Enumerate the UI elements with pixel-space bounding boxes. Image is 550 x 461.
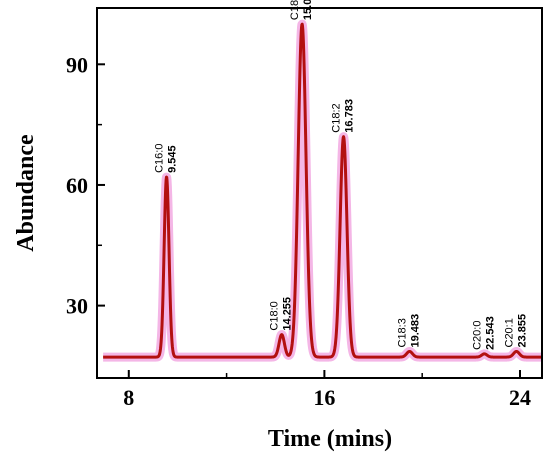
peak-label-group: C20:0 22.543 [471,316,496,350]
peak-retention-time: 23.855 [516,314,528,348]
peak-retention-time: 16.783 [344,99,356,133]
peak-label-group: C16:0 9.545 [154,144,179,173]
peak-compound-label: C18:0 [269,301,281,330]
y-tick-label: 30 [66,294,88,319]
peak-retention-time: 19.483 [410,314,422,348]
peak-labels-layer: C16:0 9.545 C18:0 14.255 C18:1 15.088 C18:2 16.… [154,0,529,350]
peak-apex-point [300,22,304,26]
peak-apex-point [280,333,283,336]
peak-retention-time: 9.545 [167,145,179,173]
axes-layer [96,7,543,379]
plot-frame [96,7,543,379]
peak-compound-label: C18:1 [289,0,301,20]
peak-compound-label: C20:1 [503,318,515,347]
peak-retention-time: 22.543 [484,316,496,350]
ticks-layer: 8 16 24 30 60 90 [66,52,531,410]
peak-compound-label: C20:0 [471,321,483,350]
peak-apex-point [483,352,486,356]
peak-compound-label: C16:0 [154,144,166,173]
peak-label-group: C18:3 19.483 [397,314,422,348]
y-axis-title: Abundance [13,134,39,252]
peak-compound-label: C18:3 [397,318,409,347]
peak-retention-time: 15.088 [302,0,314,20]
peak-apex-point [342,135,345,138]
peak-label-group: C18:2 16.783 [331,99,356,133]
trace-layer [98,19,547,362]
x-tick-label: 24 [509,385,531,410]
x-tick-label: 16 [313,385,335,410]
x-tick-label: 8 [123,385,134,410]
peak-compound-label: C18:2 [331,103,343,132]
y-tick-label: 90 [66,52,88,77]
peak-apex-point [515,350,518,353]
y-tick-label: 60 [66,173,88,198]
peak-label-group: C18:0 14.255 [269,297,294,331]
peak-apex-point [408,350,411,353]
peak-apex-point [165,175,168,179]
x-axis-title: Time (mins) [268,426,392,452]
chromatogram-trace [101,22,544,359]
peak-retention-time: 14.255 [282,297,294,331]
peak-label-group: C20:1 23.855 [503,314,528,348]
peak-label-group: C18:1 15.088 [289,0,314,20]
